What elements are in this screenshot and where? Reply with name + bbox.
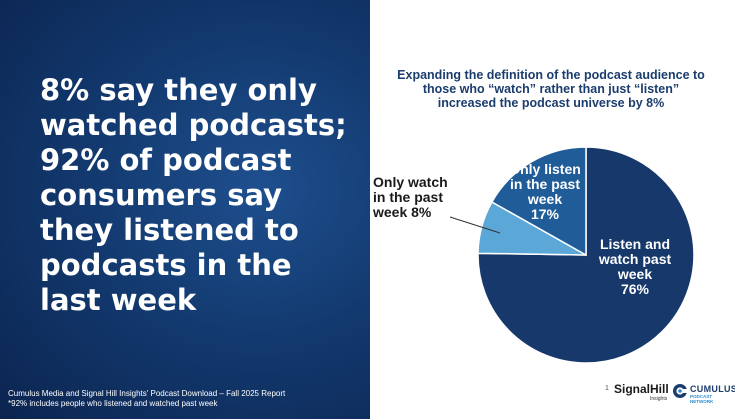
headline: 8% say they only watched podcasts; 92% o… [40,73,347,317]
pie-chart [449,146,695,364]
pie-slice-1 [477,146,695,364]
label-value: 76% [620,281,650,297]
source-line: Cumulus Media and Signal Hill Insights' … [8,389,286,398]
page-number: 1 [605,385,609,392]
label-line: Only listen [509,161,581,177]
cumulus-logo-sub: PODCAST NETWORK [690,394,714,404]
label-line: week [527,191,563,207]
signalhill-logo: SignalHill Insights [614,380,672,404]
signalhill-logo-sub: Insights [650,396,668,402]
label-line: Listen and [599,236,670,252]
cumulus-c-icon [673,384,688,398]
label-line: week 8% [373,204,432,220]
footnote-line: *92% includes people who listened and wa… [8,399,218,408]
pie-slice-3 [490,146,587,257]
label-line: week [617,266,653,282]
label-line: in the past [373,189,444,205]
label-only-listen: Only listen in the past week 17% [500,162,590,222]
left-panel: 8% say they only watched podcasts; 92% o… [0,0,370,419]
label-listen-and-watch: Listen and watch past week 76% [580,237,690,297]
label-line: watch past [598,251,672,267]
source-note: Cumulus Media and Signal Hill Insights' … [8,389,368,409]
chart-title: Expanding the definition of the podcast … [397,68,705,110]
label-value: 17% [530,206,560,222]
label-only-watch: Only watch in the past week 8% [373,175,463,220]
label-line: Only watch [373,174,448,190]
label-line: in the past [509,176,580,192]
leader-line [449,216,501,234]
cumulus-logo-text: CUMULUS [690,384,735,394]
cumulus-logo: CUMULUS PODCAST NETWORK [672,381,735,405]
signalhill-logo-text: SignalHill [614,382,669,396]
